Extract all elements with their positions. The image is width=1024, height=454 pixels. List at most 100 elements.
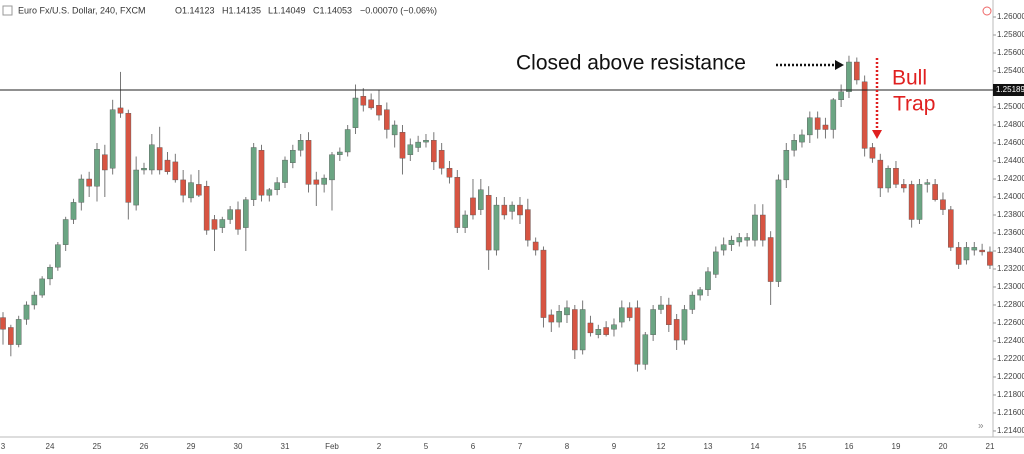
candle-body: [485, 194, 492, 251]
candle-body: [697, 289, 703, 296]
x-tick-label: 5: [424, 442, 429, 451]
candle-body: [517, 204, 523, 216]
x-tick-label: 13: [704, 442, 713, 451]
candle-body: [572, 309, 578, 351]
candle-body: [8, 327, 14, 345]
candle-body: [642, 334, 649, 365]
x-tick-label: 29: [187, 442, 196, 451]
candle-body: [431, 140, 437, 163]
candle-body: [775, 179, 782, 282]
ohlc-low: L1.14049: [268, 5, 306, 15]
candle-body: [579, 309, 586, 351]
candle-body: [391, 124, 398, 136]
candle-body: [62, 219, 69, 245]
alert-icon[interactable]: [982, 6, 992, 16]
candle-body: [297, 140, 304, 151]
candle-body: [799, 134, 805, 143]
y-tick-label: 1.24600: [997, 138, 1024, 147]
y-tick-label: 1.25600: [997, 48, 1024, 57]
candle-body: [532, 241, 539, 251]
candle-body: [791, 140, 797, 151]
y-tick-label: 1.24400: [997, 156, 1024, 165]
candle-body: [227, 209, 233, 220]
x-tick-label: 8: [565, 442, 570, 451]
candle-body: [352, 97, 359, 128]
candle-body: [384, 109, 390, 130]
x-tick-label: 26: [140, 442, 149, 451]
x-tick-label: 31: [281, 442, 290, 451]
candle-body: [266, 189, 273, 196]
y-tick-label: 1.21800: [997, 390, 1024, 399]
candle-body: [235, 209, 241, 230]
candle-body: [806, 117, 813, 136]
scroll-icon[interactable]: »: [978, 421, 984, 432]
y-tick-label: 1.21400: [997, 426, 1024, 435]
candle-body: [916, 184, 923, 220]
candle-body: [329, 154, 335, 181]
candle-body: [258, 149, 265, 196]
symbol-icon[interactable]: [2, 5, 13, 16]
candle-body: [626, 307, 633, 318]
candle-body: [689, 294, 696, 310]
x-tick-label: 2: [377, 442, 382, 451]
candle-body: [658, 304, 664, 310]
candle-body: [987, 251, 993, 266]
ohlc-high: H1.14135: [222, 5, 261, 15]
candle-body: [94, 149, 100, 187]
y-tick-label: 1.25000: [997, 102, 1024, 111]
candle-body: [376, 105, 382, 116]
candle-body: [415, 141, 421, 148]
candle-body: [963, 247, 970, 261]
x-tick-label: 19: [892, 442, 901, 451]
ohlc-change: −0.00070 (−0.06%): [360, 5, 437, 15]
candle-body: [493, 204, 500, 251]
x-tick-label: 30: [234, 442, 243, 451]
price-label-bg: [993, 83, 1024, 96]
candle-body: [313, 179, 320, 185]
candle-body: [971, 247, 978, 251]
y-tick-label: 1.23800: [997, 210, 1024, 219]
y-tick-label: 1.23400: [997, 246, 1024, 255]
symbol: Euro Fx/U.S. Dollar, 240, FXCM: [18, 5, 146, 15]
candle-body: [274, 182, 280, 190]
candle-body: [767, 237, 774, 282]
candle-body: [955, 247, 962, 265]
arrow-head: [835, 60, 844, 70]
y-tick-label: 1.22000: [997, 372, 1024, 381]
candle-body: [55, 244, 61, 268]
candle-body: [932, 184, 938, 200]
candle-body: [564, 307, 570, 316]
candle-body: [752, 214, 758, 241]
x-tick-label: 3: [1, 442, 6, 451]
candle-body: [321, 177, 327, 185]
candle-body: [399, 131, 406, 159]
candle-body: [0, 317, 6, 330]
x-tick-label: 24: [46, 442, 55, 451]
candle-body: [172, 161, 179, 181]
candle-body: [250, 147, 257, 200]
candle-body: [846, 61, 852, 92]
candle-body: [548, 314, 555, 323]
candle-body: [141, 167, 147, 171]
candle-body: [423, 140, 429, 143]
annotation: Trap: [893, 93, 935, 116]
candle-body: [940, 199, 946, 210]
candle-body: [305, 140, 312, 185]
candle-body: [164, 159, 171, 172]
candle-body: [861, 81, 868, 149]
y-tick-label: 1.25400: [997, 66, 1024, 75]
candle-body: [783, 149, 790, 181]
y-tick-label: 1.26000: [997, 12, 1024, 21]
candle-body: [713, 251, 719, 275]
candle-body: [760, 214, 766, 241]
arrow-head: [872, 130, 882, 139]
candle-body: [149, 144, 155, 171]
y-tick-label: 1.24800: [997, 120, 1024, 129]
annotation: Closed above resistance: [516, 52, 746, 75]
candle-body: [728, 239, 735, 245]
y-tick-label: 1.24200: [997, 174, 1024, 183]
candle-body: [705, 271, 711, 290]
candle-body: [446, 167, 453, 178]
